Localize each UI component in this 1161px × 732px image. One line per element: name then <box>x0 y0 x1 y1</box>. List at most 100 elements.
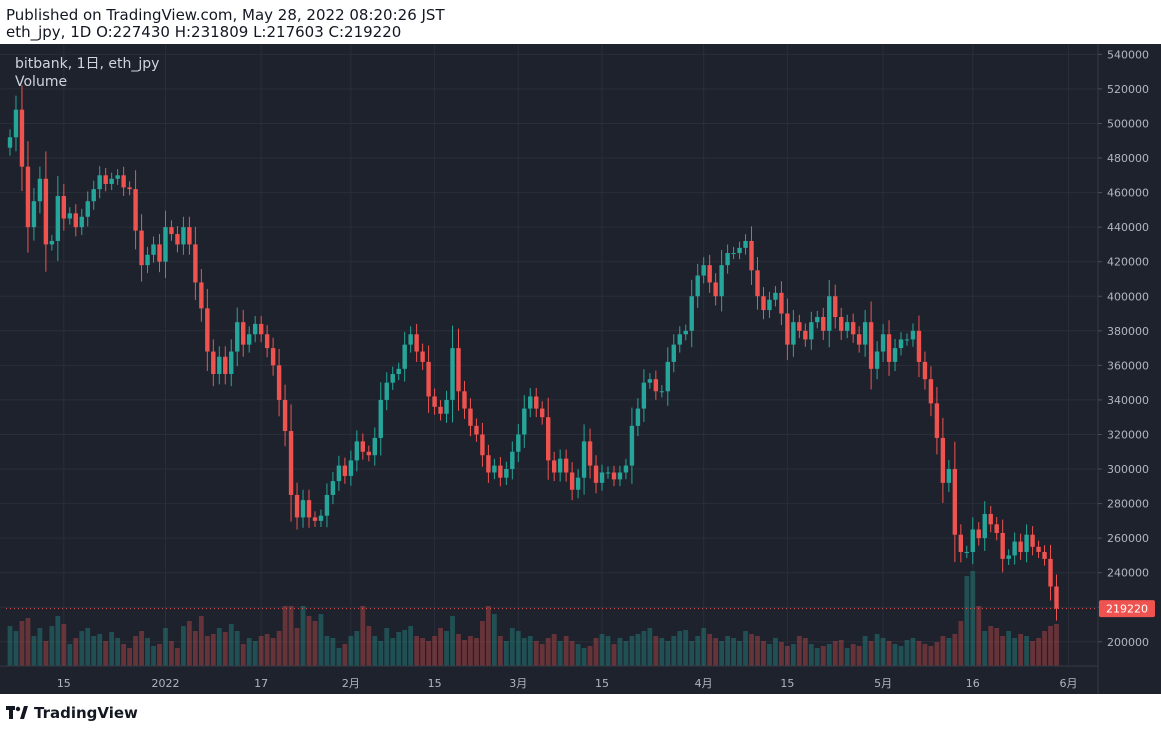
volume-bar <box>19 621 25 666</box>
candle-body <box>223 356 228 375</box>
volume-bar <box>641 631 647 666</box>
candle-body <box>540 408 545 418</box>
volume-bar <box>611 644 617 666</box>
candle-body <box>976 529 981 539</box>
volume-bar <box>163 628 168 666</box>
x-tick-label: 3月 <box>509 677 527 690</box>
volume-bar <box>1054 624 1059 666</box>
candle-body <box>934 403 940 438</box>
candle-body <box>318 515 324 521</box>
candle-body <box>324 494 330 516</box>
volume-bar <box>671 636 677 666</box>
candle-body <box>468 408 473 426</box>
volume-bar <box>468 636 473 666</box>
candle-body <box>85 201 90 217</box>
candle-body <box>157 244 162 262</box>
volume-bar <box>103 641 109 666</box>
volume-bar <box>420 638 426 666</box>
candle-body <box>432 396 437 407</box>
volume-bar <box>814 648 820 666</box>
volume-bar <box>976 606 982 666</box>
candle-body <box>982 513 987 539</box>
volume-bar <box>462 640 467 666</box>
volume-bar <box>796 636 802 666</box>
time-axis[interactable]: 15 2022 17 2月 15 3月 15 4月 15 5月 16 6月 <box>57 677 1078 690</box>
candle-body <box>659 391 665 393</box>
volume-bar <box>689 641 695 666</box>
volume-bar <box>37 628 43 666</box>
volume-bar <box>480 621 485 666</box>
candle-body <box>994 524 999 533</box>
volume-bar <box>390 638 396 666</box>
candle-body <box>868 322 874 369</box>
volume-bar <box>557 641 563 666</box>
volume-bar <box>844 648 850 666</box>
x-tick-label: 15 <box>428 677 442 690</box>
candle-body <box>151 244 156 255</box>
volume-bar <box>605 636 611 666</box>
x-tick-label: 15 <box>595 677 609 690</box>
candle-body <box>163 227 168 262</box>
volume-bar <box>43 641 49 666</box>
candle-body <box>462 391 467 409</box>
tradingview-brand: TradingView <box>34 704 138 722</box>
volume-bar <box>444 631 449 666</box>
volume-bar <box>952 634 958 666</box>
candle-body <box>378 399 383 438</box>
volume-bar <box>545 638 551 666</box>
candle-body <box>235 322 240 352</box>
x-tick-label: 6月 <box>1059 677 1077 690</box>
candle-body <box>396 368 401 375</box>
candle-body <box>264 334 270 349</box>
tradingview-logo[interactable]: TradingView <box>6 704 138 722</box>
volume-bar <box>55 616 61 666</box>
y-tick-label: 300000 <box>1107 463 1149 476</box>
candle-body <box>19 109 25 167</box>
candle-body <box>229 351 234 375</box>
candle-body <box>1036 546 1041 552</box>
volume-bar <box>97 634 103 666</box>
candle-body <box>1030 534 1035 547</box>
volume-bar <box>593 638 599 666</box>
candle-body <box>486 455 491 473</box>
last-price-badge-bg <box>1099 600 1155 618</box>
y-tick-label: 200000 <box>1107 636 1149 649</box>
volume-bar <box>348 636 354 666</box>
volume-bar <box>366 626 372 666</box>
candle-body <box>67 213 72 219</box>
candle-body <box>617 472 623 480</box>
published-header: Published on TradingView.com, May 28, 20… <box>6 6 445 24</box>
volume-bar <box>139 631 144 666</box>
y-tick-label: 440000 <box>1107 221 1149 234</box>
candle-body <box>91 189 96 202</box>
candle-body <box>247 334 252 345</box>
candle-body <box>689 296 694 331</box>
volume-bar <box>276 631 282 666</box>
price-chart[interactable]: 2000002200002400002600002800003000003200… <box>0 44 1161 694</box>
candle-body <box>300 500 306 518</box>
volume-bar <box>1018 634 1024 666</box>
candle-body <box>211 351 216 375</box>
candle-body <box>270 348 276 366</box>
volume-bar <box>318 614 324 666</box>
y-tick-label: 520000 <box>1107 83 1149 96</box>
candle-body <box>898 339 904 349</box>
volume-bar <box>569 641 575 666</box>
candle-body <box>749 240 754 271</box>
volume-bar <box>336 648 342 666</box>
candle-body <box>258 323 264 335</box>
volume-bar <box>743 631 748 666</box>
y-tick-label: 480000 <box>1107 152 1149 165</box>
volume-bar <box>838 640 844 666</box>
volume-bar <box>946 638 952 666</box>
volume-bar <box>79 631 85 666</box>
candle-body <box>37 178 43 202</box>
y-tick-label: 400000 <box>1107 290 1149 303</box>
candle-body <box>725 253 730 266</box>
candle-body <box>55 196 61 241</box>
candle-body <box>803 330 808 340</box>
candle-body <box>336 465 342 482</box>
candle-body <box>282 399 288 432</box>
volume-bar <box>300 606 306 666</box>
volume-bar <box>145 638 150 666</box>
